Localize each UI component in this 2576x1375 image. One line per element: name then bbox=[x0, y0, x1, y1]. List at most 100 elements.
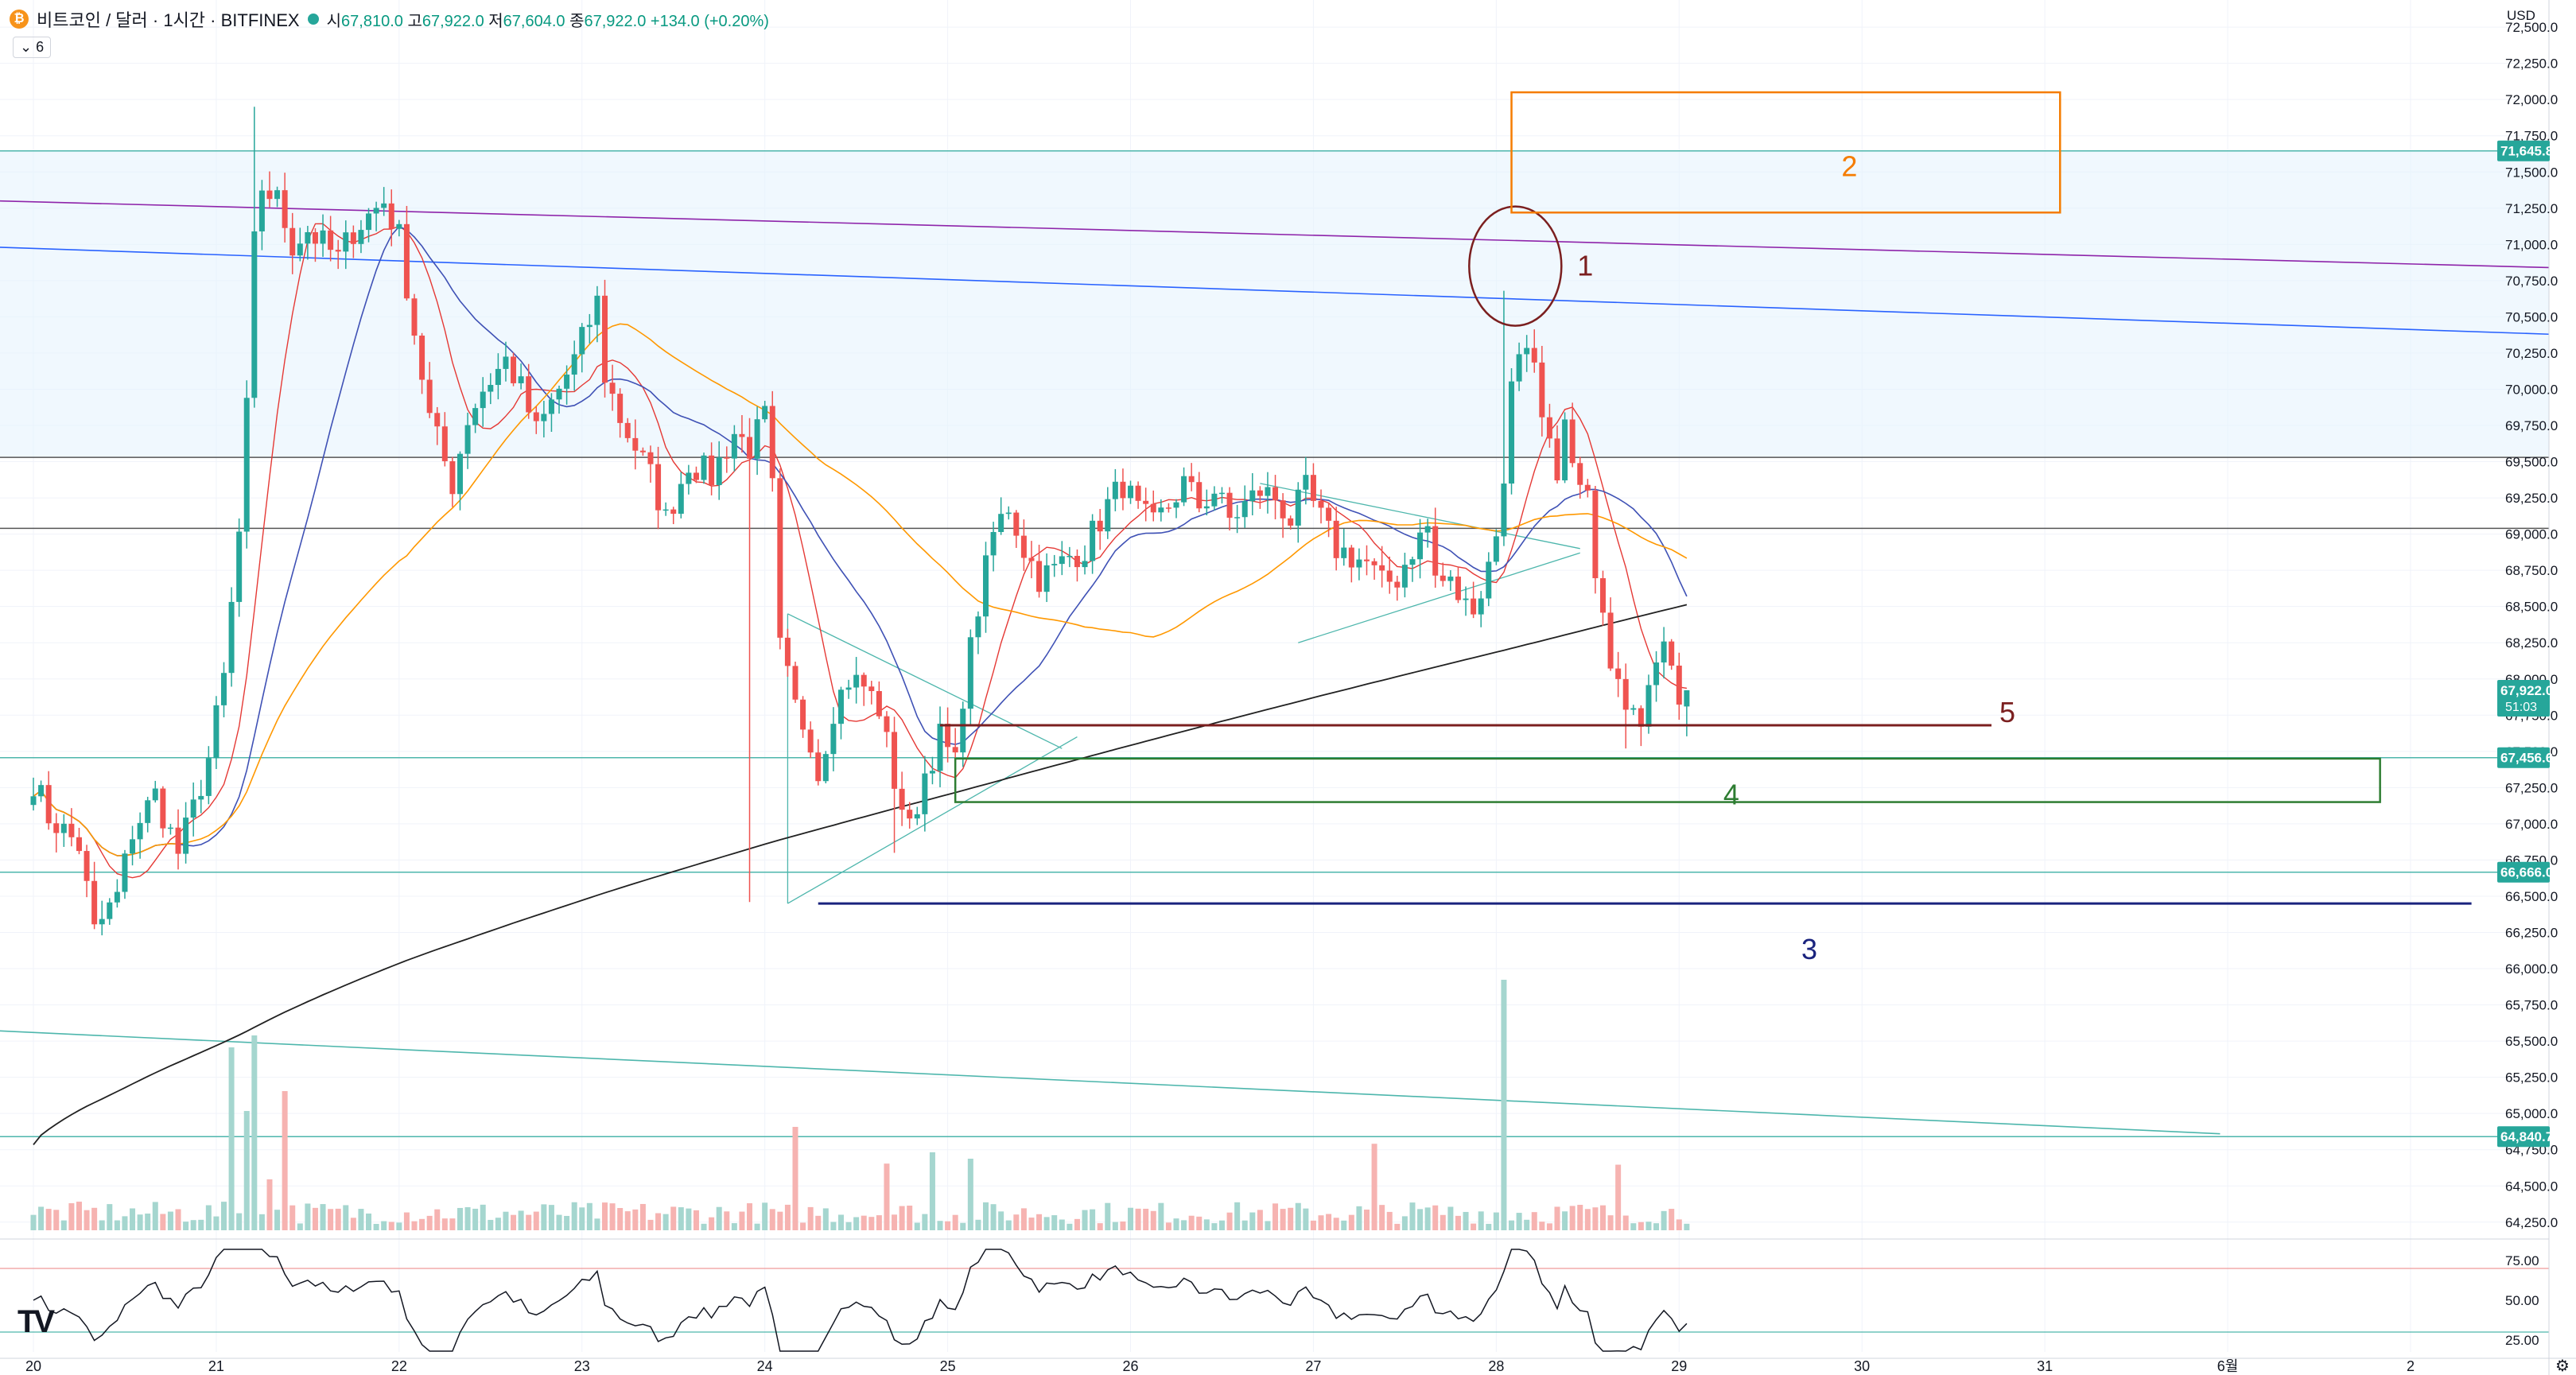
volume-bar bbox=[822, 1208, 829, 1230]
candle-body bbox=[784, 637, 791, 666]
volume-bar bbox=[1409, 1202, 1416, 1230]
candle-body bbox=[1516, 354, 1522, 382]
annotation-circle-1 bbox=[1468, 205, 1563, 327]
rsi-line bbox=[33, 1249, 1688, 1352]
volume-bar bbox=[1173, 1218, 1179, 1230]
price-tick-label: 68,500.0 bbox=[2505, 600, 2558, 615]
volume-bar bbox=[464, 1206, 471, 1230]
price-tick-label: 65,000.0 bbox=[2505, 1106, 2558, 1121]
volume-bar bbox=[861, 1215, 867, 1230]
price-tick-label: 65,500.0 bbox=[2505, 1034, 2558, 1049]
volume-bar bbox=[678, 1207, 684, 1230]
candle-body bbox=[1318, 500, 1324, 508]
candle-body bbox=[907, 810, 913, 819]
candle-body bbox=[1409, 559, 1416, 565]
volume-bar bbox=[837, 1214, 844, 1230]
candle-body bbox=[167, 827, 173, 829]
candle-body bbox=[457, 453, 463, 495]
volume-bar bbox=[586, 1202, 593, 1230]
symbol-title[interactable]: 비트코인 / 달러 · 1시간 · BITFINEX bbox=[37, 10, 300, 30]
candle-body bbox=[480, 391, 486, 409]
volume-bar bbox=[1188, 1215, 1195, 1230]
price-tick-label: 66,000.0 bbox=[2505, 961, 2558, 977]
candle-body bbox=[312, 231, 318, 244]
candle-body bbox=[137, 822, 143, 840]
candle-body bbox=[1241, 501, 1248, 518]
annotations[interactable]: 1 2 3 4 5 bbox=[818, 91, 2472, 965]
volume-bar bbox=[175, 1209, 181, 1230]
time-tick-label: 6월 bbox=[2217, 1358, 2239, 1374]
candle-body bbox=[686, 472, 692, 484]
indicator-toggle[interactable]: ⌄ 6 bbox=[13, 37, 52, 58]
candle-body bbox=[1524, 348, 1530, 355]
candle-body bbox=[274, 190, 281, 200]
candle-body bbox=[1501, 484, 1507, 537]
volume-bar bbox=[1150, 1210, 1156, 1230]
volume-bar bbox=[1531, 1212, 1537, 1230]
price-tick-label: 64,250.0 bbox=[2505, 1215, 2558, 1230]
price-tick-label: 70,250.0 bbox=[2505, 346, 2558, 361]
time-axis[interactable]: 20 21 22 23 24 25 26 27 28 29 30 31 6월 2 ⚙ bbox=[0, 1356, 2576, 1375]
volume-bar bbox=[30, 1214, 37, 1230]
volume-bar bbox=[335, 1208, 341, 1230]
candle-body bbox=[853, 674, 860, 688]
bitcoin-icon: ₿ bbox=[10, 10, 29, 29]
candle-body bbox=[998, 514, 1004, 532]
candle-body bbox=[434, 413, 441, 427]
volume-bar bbox=[373, 1223, 379, 1230]
volume-bar bbox=[1128, 1207, 1134, 1230]
volume-bar bbox=[1067, 1223, 1073, 1230]
volume-bar bbox=[1592, 1207, 1599, 1230]
volume-bar bbox=[1669, 1209, 1675, 1230]
candle-body bbox=[388, 203, 394, 229]
volume-bar bbox=[1249, 1212, 1256, 1230]
candle-body bbox=[1203, 506, 1210, 509]
candle-body bbox=[1333, 520, 1339, 558]
volume-bar bbox=[1318, 1215, 1324, 1230]
volume-bar bbox=[1584, 1209, 1591, 1230]
volume-bar bbox=[1165, 1222, 1171, 1230]
volume-bar bbox=[1645, 1222, 1652, 1230]
volume-bar bbox=[305, 1203, 311, 1230]
volume-bar bbox=[434, 1209, 441, 1230]
indicator-count: 6 bbox=[36, 39, 45, 55]
candle-body bbox=[258, 190, 265, 231]
volume-bar bbox=[1364, 1210, 1370, 1230]
candle-body bbox=[403, 223, 410, 299]
candle-body bbox=[488, 385, 494, 392]
volume-bar bbox=[777, 1211, 783, 1230]
volume-bar bbox=[1569, 1206, 1576, 1230]
volume-bar bbox=[1097, 1223, 1103, 1230]
price-axis[interactable]: 64,250.064,500.064,750.065,000.065,250.0… bbox=[2497, 0, 2558, 1375]
wedge-lower bbox=[1298, 552, 1580, 643]
market-status-dot bbox=[307, 14, 319, 25]
price-tag-label: 64,840.7 bbox=[2500, 1129, 2553, 1144]
candle-body bbox=[1440, 575, 1446, 581]
volume-bar bbox=[541, 1204, 547, 1230]
volume-bar bbox=[503, 1211, 509, 1230]
time-tick-label: 26 bbox=[1123, 1358, 1139, 1374]
candle-body bbox=[1303, 475, 1309, 490]
volume-bar bbox=[1424, 1207, 1431, 1230]
volume-bar bbox=[137, 1214, 143, 1230]
time-tick-label: 22 bbox=[391, 1358, 407, 1374]
volume-bar bbox=[670, 1206, 677, 1230]
annotation-box-2 bbox=[1510, 91, 2061, 214]
volume-bar bbox=[1112, 1222, 1118, 1230]
candle-body bbox=[183, 818, 189, 854]
candle-body bbox=[1020, 535, 1027, 558]
candle-body bbox=[861, 674, 867, 687]
candle-body bbox=[548, 399, 554, 414]
candle-body bbox=[441, 426, 448, 461]
volume-bar bbox=[967, 1159, 973, 1230]
candle-body bbox=[990, 531, 997, 556]
candle-body bbox=[1379, 565, 1385, 571]
volume-bar bbox=[282, 1091, 288, 1230]
candle-body bbox=[1455, 577, 1461, 600]
volume-bar bbox=[68, 1202, 75, 1230]
currency-select[interactable]: USD bbox=[2507, 8, 2535, 23]
volume-bar bbox=[1181, 1220, 1187, 1230]
volume-bar bbox=[1509, 1220, 1515, 1230]
candle-body bbox=[175, 827, 181, 854]
